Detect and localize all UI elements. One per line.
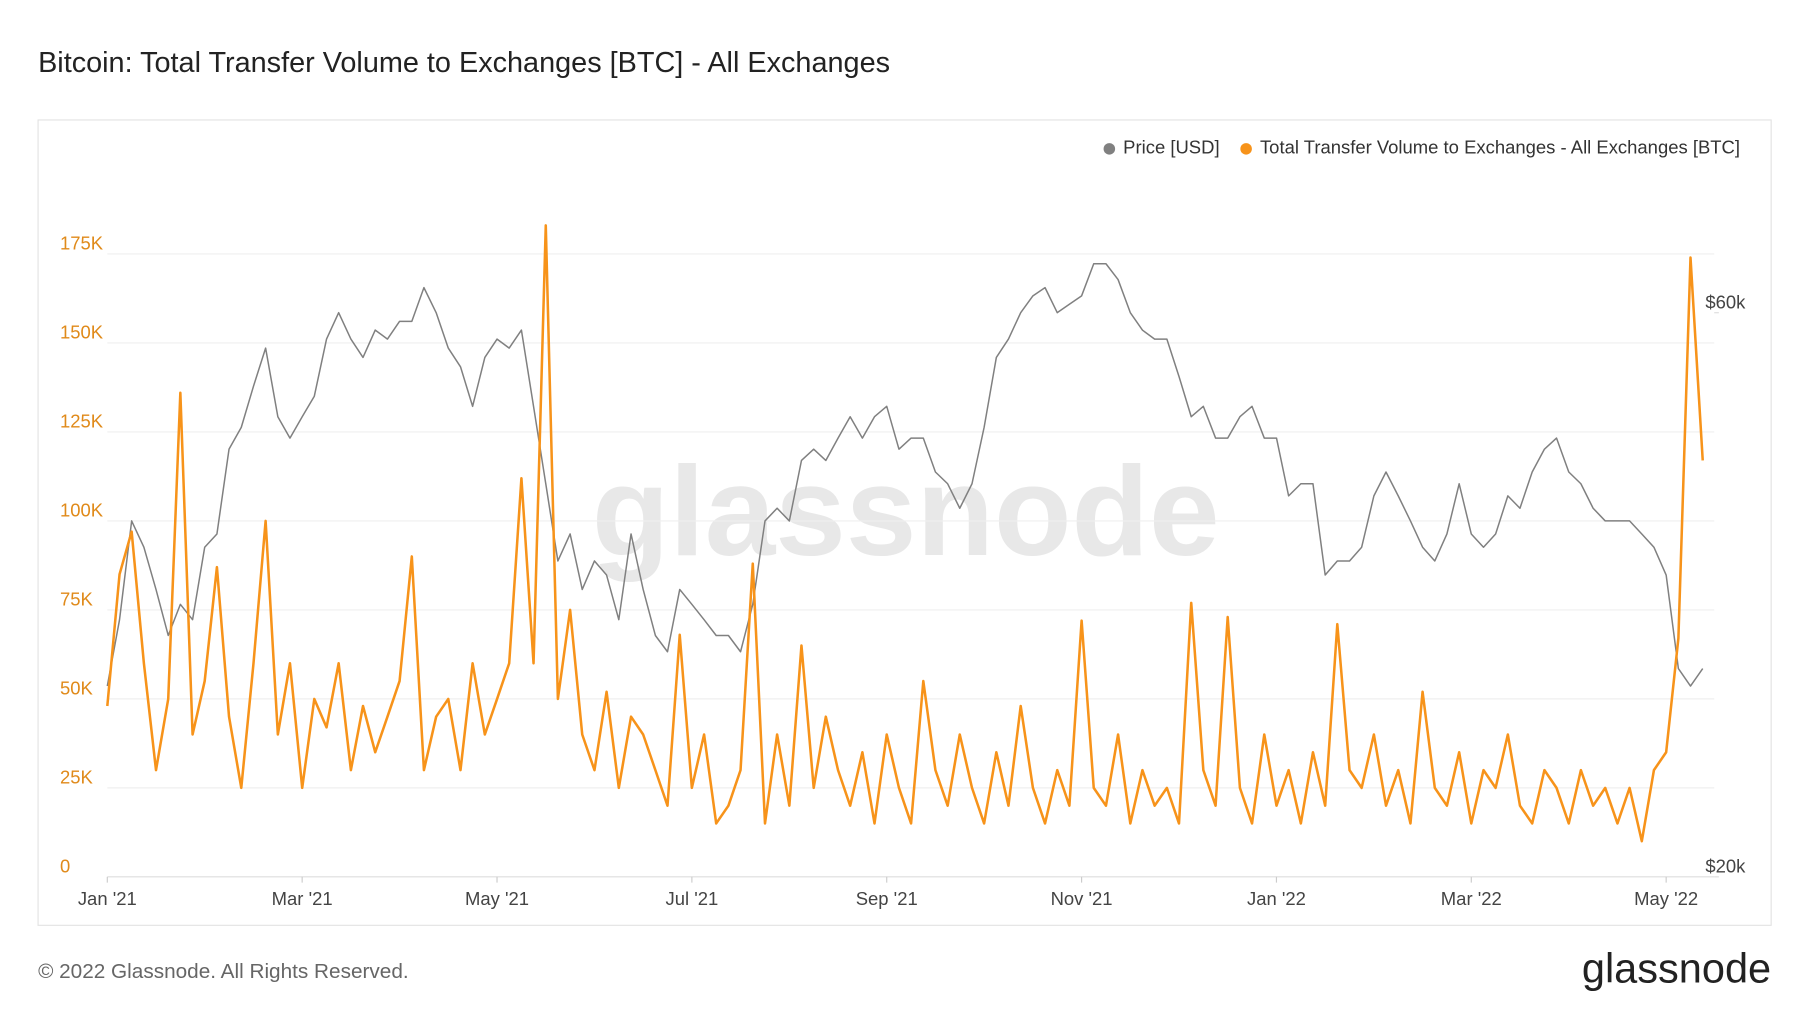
y-tick-label: 75K xyxy=(60,589,94,610)
x-tick-label: Mar '21 xyxy=(272,888,333,909)
x-tick-label: Jan '22 xyxy=(1247,888,1306,909)
y-tick-label: 0 xyxy=(60,856,70,877)
grid xyxy=(107,253,1719,878)
x-tick-label: May '21 xyxy=(465,888,529,909)
y-tick-label: 150K xyxy=(60,322,104,343)
x-tick-label: May '22 xyxy=(1634,888,1698,909)
x-tick-label: Sep '21 xyxy=(856,888,918,909)
x-tick-label: Jul '21 xyxy=(665,888,718,909)
series-line xyxy=(106,224,1704,843)
series-line xyxy=(106,262,1704,687)
logo: glassnode xyxy=(1582,944,1771,991)
legend-label: Price [USD] xyxy=(1123,137,1219,158)
x-tick-label: Mar '22 xyxy=(1441,888,1502,909)
chart-panel xyxy=(37,119,1772,926)
y-tick-label: 100K xyxy=(60,500,104,521)
axis-labels: 0 25K 50K 75K 100K 125K 150K 175K $20k $60k Jan '2… xyxy=(60,233,1746,909)
copyright: © 2022 Glassnode. All Rights Reserved. xyxy=(38,960,409,983)
chart-title: Bitcoin: Total Transfer Volume to Exchan… xyxy=(38,47,890,79)
y-tick-label: 125K xyxy=(60,411,104,432)
y-tick-label: 50K xyxy=(60,678,94,699)
plot xyxy=(106,224,1704,843)
legend: Total Transfer Volume to Exchanges - All… xyxy=(1103,137,1740,158)
y-tick-label: 25K xyxy=(60,767,94,788)
legend-label: Total Transfer Volume to Exchanges - All… xyxy=(1260,137,1740,158)
y-tick-label: 175K xyxy=(60,233,104,254)
legend-marker xyxy=(1103,143,1116,155)
y2-tick-label: $60k xyxy=(1705,291,1746,312)
x-tick-label: Nov '21 xyxy=(1051,888,1113,909)
x-tick-label: Jan '21 xyxy=(78,888,137,909)
watermark: glassnode xyxy=(592,440,1220,582)
y2-tick-label: $20k xyxy=(1705,856,1746,877)
legend-marker xyxy=(1240,143,1252,155)
